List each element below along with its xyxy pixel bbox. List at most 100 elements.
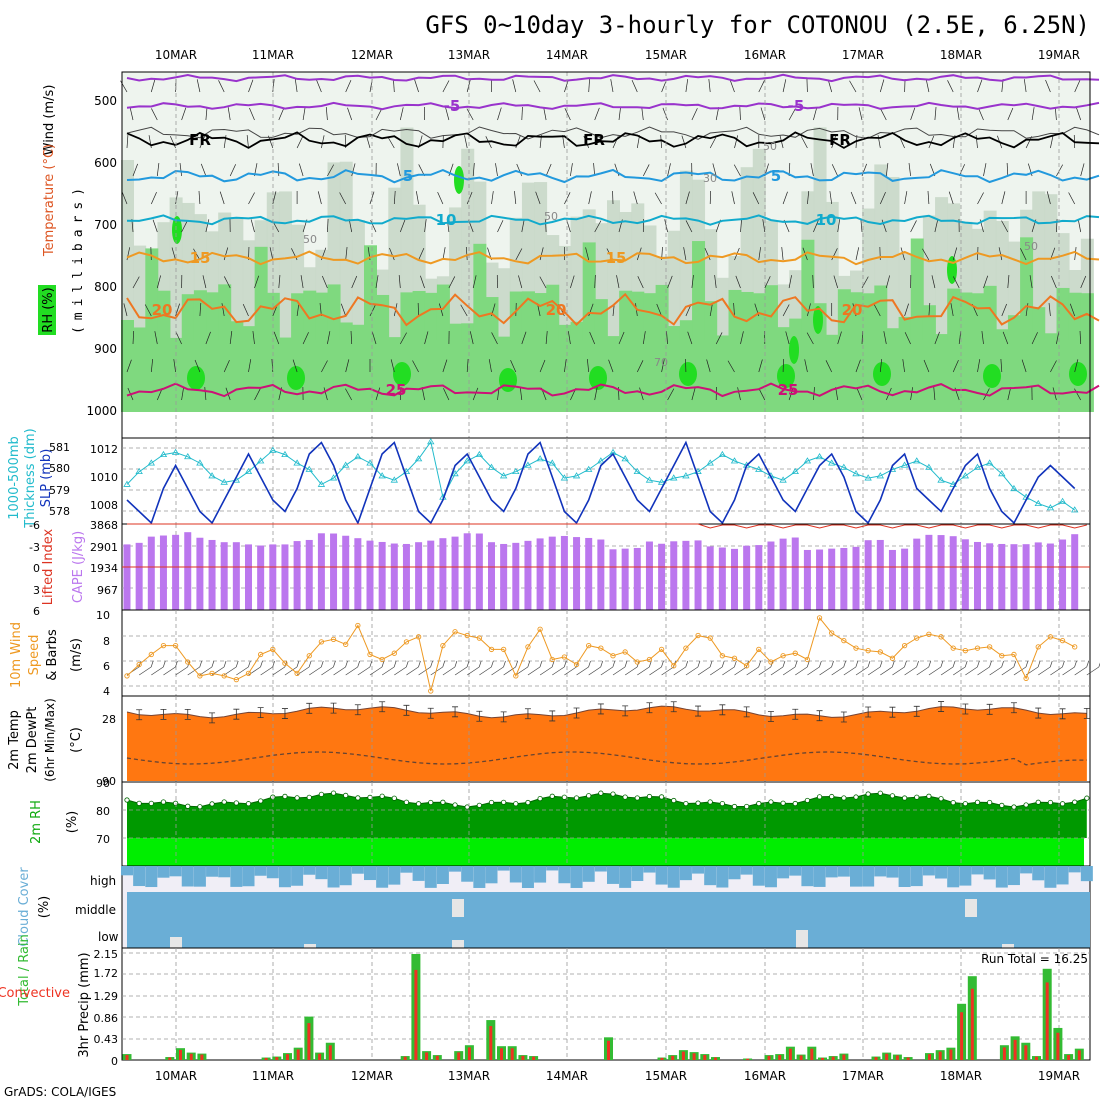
rh2m-marker: [634, 795, 640, 801]
thickness-marker: [657, 478, 666, 485]
cape-bar: [718, 547, 726, 610]
cloud-high-bar: [837, 866, 850, 877]
wind10-marker: [926, 631, 932, 637]
wind10-barb-flag: [782, 660, 786, 668]
wind10-barb: [369, 666, 383, 676]
wind10-barb: [1062, 666, 1075, 676]
cape-bar: [731, 548, 738, 610]
thickness-marker: [670, 474, 678, 481]
precip-convective-bar: [318, 1053, 322, 1060]
wind-barb: [1045, 79, 1051, 93]
thickness-markers: [123, 438, 1079, 513]
wind-barb: [564, 79, 569, 93]
cape-bar: [864, 540, 872, 610]
wind10-marker: [318, 639, 325, 645]
precip-convective-bar: [168, 1057, 172, 1060]
cloud-high-bar: [473, 866, 486, 888]
cloud-high-bar: [133, 866, 146, 887]
wind-barb: [202, 275, 207, 289]
wind10-marker: [707, 635, 713, 641]
wind10-barb-flag: [308, 660, 312, 668]
precip-convective-bar: [296, 1049, 300, 1060]
cape-bar: [135, 542, 143, 610]
cloud-high-bar: [570, 866, 583, 888]
wind-barb: [181, 387, 184, 401]
rh2m-marker: [731, 803, 738, 810]
wind-barb: [925, 79, 930, 93]
rh2m-marker: [950, 799, 956, 806]
wind-barb: [445, 107, 450, 121]
precip-convective-bar: [906, 1057, 910, 1060]
thickness-marker: [147, 459, 156, 466]
thickness-marker: [1034, 499, 1042, 507]
wind10-barb-flag: [734, 660, 737, 668]
temp2m-minmax-bar: [816, 710, 823, 722]
rh2m-marker: [889, 793, 896, 799]
temp2m-minmax-bar: [184, 708, 191, 720]
cloud-high-bar: [777, 866, 790, 879]
rh-saturated-spot: [983, 364, 1001, 388]
temperature-contour: [126, 382, 1100, 398]
wind10-marker: [148, 651, 154, 658]
precip-convective-bar: [821, 1057, 824, 1060]
wind-barb: [227, 107, 231, 121]
wind-barb: [762, 219, 766, 233]
temp2m-minmax-bar: [670, 701, 677, 713]
rh2m-marker: [938, 796, 944, 802]
wind-barb: [975, 135, 978, 149]
date-label-top: 18MAR: [940, 48, 982, 62]
wind10-marker: [452, 629, 458, 635]
rh2m-marker: [209, 801, 215, 807]
rh2m-marker: [974, 799, 981, 805]
wind10-barb: [284, 666, 298, 676]
wind-barb: [223, 276, 231, 289]
cloud-gap: [452, 940, 464, 948]
wind-barb: [934, 107, 937, 121]
wind10-marker: [233, 677, 240, 683]
thickness-marker: [475, 450, 484, 458]
rh2m-marker: [124, 797, 130, 803]
wind-barb: [758, 359, 763, 373]
precip-convective-bar: [928, 1054, 931, 1060]
precip-convective-bar: [467, 1047, 471, 1060]
cloud-high-bar: [995, 866, 1008, 888]
temp2m-minmax-bar: [524, 708, 531, 720]
wind-barb: [608, 359, 614, 373]
wind-barb: [715, 107, 720, 121]
rh2m-marker: [901, 795, 908, 801]
temp2m-minmax-bar: [209, 712, 216, 724]
wind10-marker: [391, 650, 397, 656]
wind-barb: [1074, 388, 1082, 401]
cloud-high-bar: [546, 866, 559, 871]
wind-barb: [375, 387, 381, 401]
rh2m-fill: [127, 793, 1087, 838]
wind-barb: [904, 303, 909, 317]
wind-barb: [466, 191, 473, 205]
wind-barb: [389, 247, 395, 261]
thickness-marker: [220, 478, 228, 485]
wind10-barb: [843, 666, 857, 676]
wind10-marker: [573, 661, 580, 668]
wind-barb: [812, 274, 814, 289]
footer-credit: GrADS: COLA/IGES: [4, 1085, 116, 1099]
wind-barb: [366, 135, 371, 149]
wind-barb: [1002, 331, 1009, 345]
wind-barb: [418, 247, 425, 261]
li-tick-6: 6: [33, 605, 40, 618]
wind-barb: [521, 106, 523, 121]
cloud-gap: [796, 930, 808, 948]
thickness-marker: [730, 457, 739, 464]
wind10-barb: [649, 666, 662, 676]
wind-barb: [296, 136, 304, 149]
wind-barb: [156, 275, 162, 289]
wind10-marker: [221, 673, 227, 679]
wind10-barb: [442, 666, 456, 676]
wind-barb: [1020, 248, 1027, 261]
wind-barb: [928, 303, 931, 317]
wind10-marker: [124, 673, 130, 679]
wind-barb: [709, 136, 717, 149]
wind-barb: [179, 163, 182, 177]
cape-bar: [378, 541, 386, 610]
wind-barb: [242, 303, 249, 317]
wind-barb: [910, 387, 913, 401]
